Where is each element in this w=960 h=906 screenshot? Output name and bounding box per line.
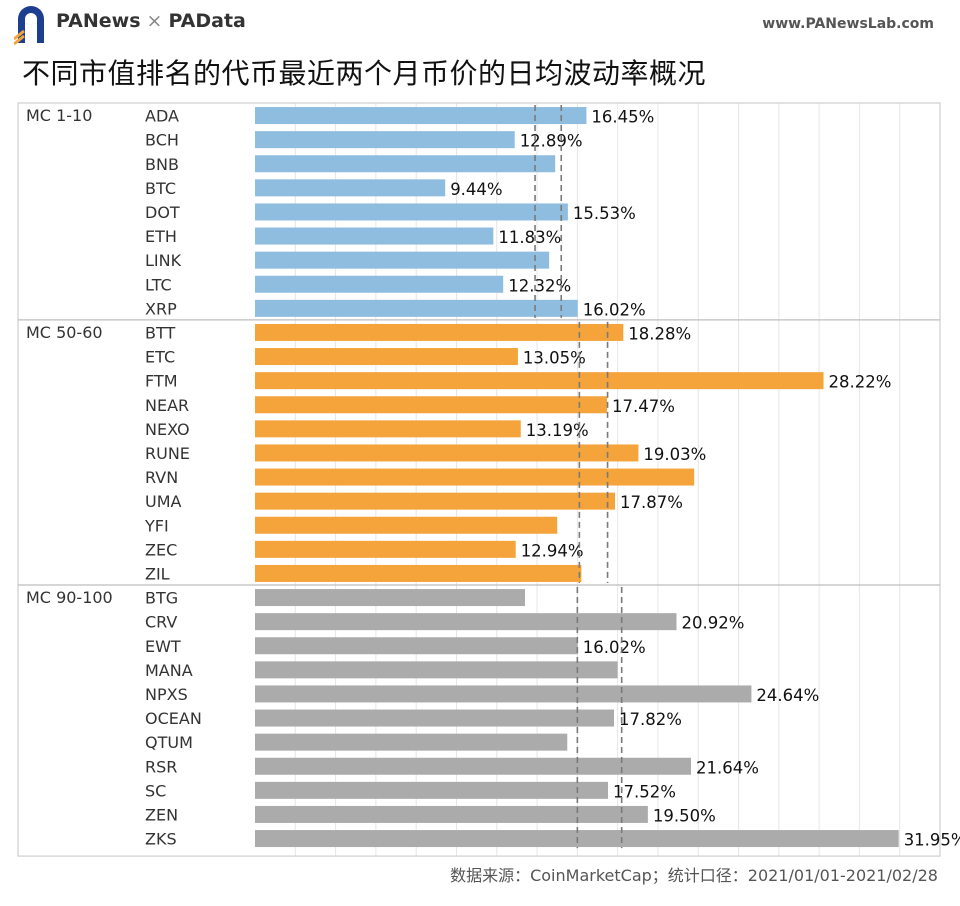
- brand-padata: PAData: [168, 10, 246, 32]
- bar: [255, 516, 558, 534]
- data-label: 12.89%: [520, 132, 583, 151]
- bar: [255, 444, 639, 462]
- category-label: NEAR: [145, 396, 189, 415]
- data-label: 17.52%: [613, 782, 676, 801]
- category-label: LTC: [145, 275, 172, 294]
- bar: [255, 781, 608, 799]
- bar: [255, 492, 616, 510]
- data-label: 19.03%: [643, 445, 706, 464]
- data-label: 16.45%: [591, 108, 654, 127]
- category-label: UMA: [145, 492, 182, 511]
- group-label: MC 1-10: [26, 106, 92, 125]
- category-label: ETC: [145, 348, 175, 367]
- category-label: BCH: [145, 131, 179, 150]
- group-label: MC 50-60: [26, 323, 103, 342]
- data-label: 24.64%: [756, 686, 819, 705]
- category-label: BTT: [145, 323, 175, 342]
- data-label: 28.22%: [829, 373, 892, 392]
- data-label: 20.92%: [681, 614, 744, 633]
- bar: [255, 203, 568, 221]
- category-label: RSR: [145, 757, 177, 776]
- data-label: 21.64%: [696, 758, 759, 777]
- brand-panews: PANews: [56, 10, 141, 32]
- bar: [255, 323, 624, 341]
- category-label: BNB: [145, 155, 179, 174]
- data-label: 16.02%: [583, 638, 646, 657]
- data-label: 12.94%: [521, 541, 584, 560]
- source-note: 数据来源：CoinMarketCap；统计口径：2021/01/01-2021/…: [450, 866, 938, 885]
- data-label: 13.19%: [526, 421, 589, 440]
- bar: [255, 275, 504, 293]
- header: PANews × PAData www.PANewsLab.com: [0, 0, 960, 46]
- bar: [255, 637, 578, 655]
- group-label: MC 90-100: [26, 588, 113, 607]
- data-label: 31.95%: [904, 831, 960, 850]
- bar: [255, 589, 525, 607]
- category-label: RUNE: [145, 444, 190, 463]
- category-label: BTG: [145, 589, 178, 608]
- bar: [255, 613, 677, 631]
- category-label: YFI: [144, 516, 169, 535]
- category-label: LINK: [145, 251, 182, 270]
- bar: [255, 372, 824, 390]
- panews-logo-icon: [14, 6, 44, 45]
- data-label: 12.32%: [508, 276, 571, 295]
- site-url[interactable]: www.PANewsLab.com: [762, 16, 934, 32]
- category-label: SC: [145, 781, 166, 800]
- data-label: 13.05%: [523, 349, 586, 368]
- bar: [255, 733, 568, 751]
- bar: [255, 179, 446, 197]
- bar: [255, 757, 691, 775]
- category-label: EWT: [145, 637, 181, 656]
- bar: [255, 107, 587, 125]
- bar: [255, 420, 521, 438]
- data-label: 19.50%: [653, 806, 716, 825]
- category-label: ETH: [145, 227, 177, 246]
- category-label: FTM: [145, 372, 178, 391]
- brand-separator: ×: [146, 10, 163, 32]
- brand-title: PANews × PAData: [56, 10, 246, 32]
- data-label: 15.53%: [573, 204, 636, 223]
- bar: [255, 540, 516, 558]
- category-label: RVN: [145, 468, 178, 487]
- category-label: ZEC: [145, 540, 177, 559]
- category-label: ZEN: [145, 805, 178, 824]
- bar: [255, 299, 578, 317]
- data-label: 9.44%: [450, 180, 502, 199]
- category-label: ZIL: [145, 564, 170, 583]
- bar: [255, 709, 615, 727]
- category-label: CRV: [145, 613, 177, 632]
- category-label: BTC: [145, 179, 176, 198]
- category-label: NPXS: [145, 685, 188, 704]
- bar: [255, 348, 518, 366]
- category-label: OCEAN: [145, 709, 202, 728]
- data-label: 17.47%: [612, 397, 675, 416]
- bar: [255, 227, 494, 245]
- data-label: 17.82%: [619, 710, 682, 729]
- category-label: QTUM: [145, 733, 193, 752]
- chart-frame: [17, 102, 941, 857]
- data-label: 16.02%: [583, 300, 646, 319]
- data-label: 11.83%: [498, 228, 561, 247]
- category-label: XRP: [145, 299, 177, 318]
- bar: [255, 155, 556, 173]
- bar: [255, 564, 582, 582]
- bar: [255, 468, 695, 486]
- bar: [255, 685, 752, 703]
- category-label: ZKS: [145, 830, 177, 849]
- data-label: 18.28%: [628, 324, 691, 343]
- bar: [255, 661, 618, 679]
- chart-title: 不同市值排名的代币最近两个月币价的日均波动率概况: [22, 57, 707, 90]
- bar: [255, 131, 515, 149]
- category-label: NEXO: [145, 420, 190, 439]
- category-label: MANA: [145, 661, 193, 680]
- data-label: 17.87%: [620, 493, 683, 512]
- category-label: ADA: [145, 107, 179, 126]
- bar: [255, 396, 607, 414]
- bar: [255, 805, 648, 823]
- bar: [255, 251, 550, 269]
- category-label: DOT: [145, 203, 180, 222]
